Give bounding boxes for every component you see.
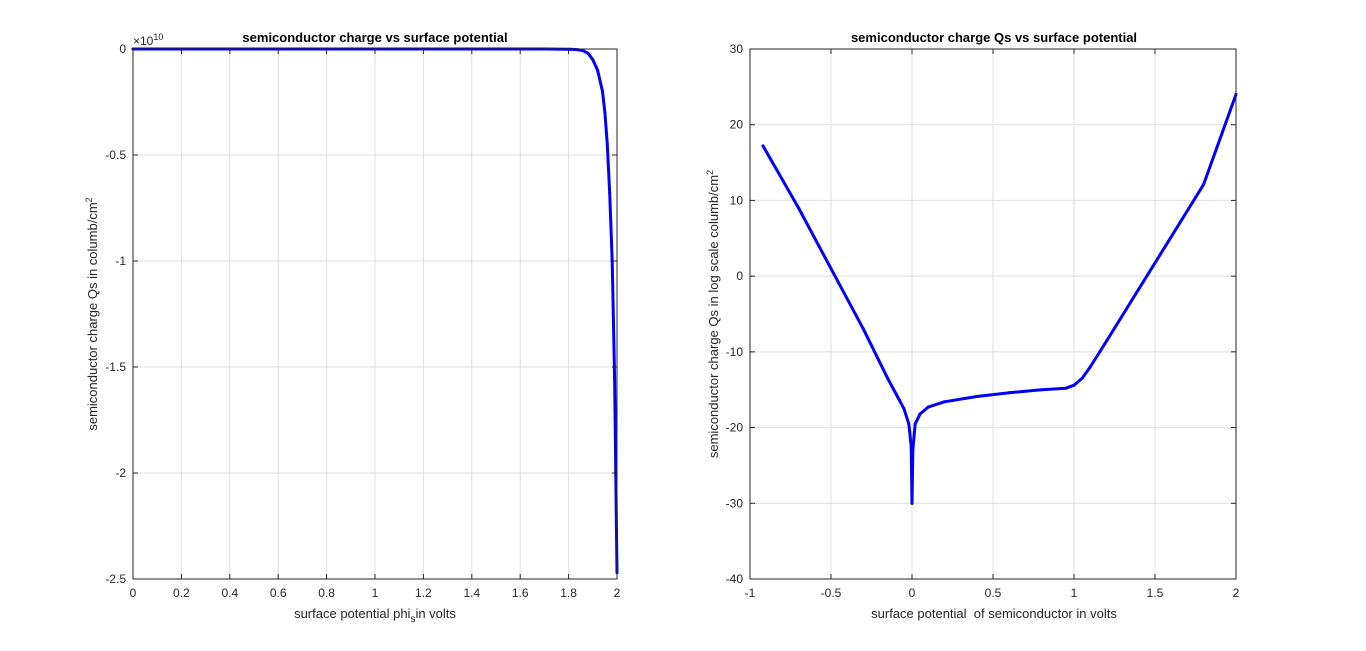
data-point-right bbox=[902, 407, 906, 411]
y-tick-label-left: 0 bbox=[119, 42, 126, 56]
x-tick-label-left: 1.2 bbox=[415, 586, 432, 600]
x-ticks-left: 0 0.2 0.4 0.6 0.8 1 1.2 1.4 1.6 1.8 2 bbox=[130, 49, 621, 600]
y-ticks-right: -40 -30 -20 -10 0 10 20 30 bbox=[726, 42, 1236, 586]
data-point-right bbox=[761, 144, 765, 148]
y-tick-label-right: 10 bbox=[730, 193, 744, 207]
y-tick-label-left: -2 bbox=[115, 466, 126, 480]
chart-right: -1 -0.5 0 0.5 1 1.5 2 -40 -30 -20 -10 0 10 20 30 semi… bbox=[705, 30, 1240, 621]
data-point-right bbox=[1169, 235, 1173, 239]
y-tick-label-left: -0.5 bbox=[105, 148, 126, 162]
chart-title-right: semiconductor charge Qs vs surface poten… bbox=[851, 30, 1137, 45]
data-point-left bbox=[608, 191, 612, 195]
data-point-left bbox=[591, 58, 595, 62]
y-tick-label-right: -20 bbox=[726, 421, 744, 435]
x-tick-label-left: 0.6 bbox=[270, 586, 287, 600]
exponent-value: 10 bbox=[153, 32, 163, 42]
x-tick-label-right: 0 bbox=[909, 586, 916, 600]
x-axis-label-left: surface potential phisin volts bbox=[294, 606, 456, 625]
x-ticks-right: -1 -0.5 0 0.5 1 1.5 2 bbox=[745, 49, 1240, 600]
data-point-right bbox=[886, 376, 890, 380]
data-point-left bbox=[581, 49, 585, 53]
chart-left: 0 0.2 0.4 0.6 0.8 1 1.2 1.4 1.6 1.8 2 -2.5 -2 -1.5 -1… bbox=[84, 30, 621, 625]
y-axis-label-left: semiconductor charge Qs in columb/cm2 bbox=[84, 197, 100, 430]
x-tick-label-left: 1.8 bbox=[560, 586, 577, 600]
x-axis-label-right: surface potential of semiconductor in vo… bbox=[871, 606, 1117, 621]
x-tick-label-left: 0.8 bbox=[318, 586, 335, 600]
y-tick-label-right: -40 bbox=[726, 572, 744, 586]
data-point-right bbox=[1072, 383, 1076, 387]
x-tick-label-right: -1 bbox=[745, 586, 756, 600]
y-tick-label-right: -10 bbox=[726, 345, 744, 359]
y-label-main: semiconductor charge Qs in log scale col… bbox=[706, 175, 721, 458]
x-tick-label-left: 2 bbox=[614, 586, 621, 600]
y-tick-label-right: 0 bbox=[736, 269, 743, 283]
data-point-right bbox=[913, 422, 917, 426]
data-point-right bbox=[911, 448, 915, 452]
data-point-right bbox=[975, 395, 979, 398]
x-tick-label-left: 0.2 bbox=[173, 586, 190, 600]
exponent-label: ×1010 bbox=[133, 32, 163, 48]
x-tick-label-left: 0 bbox=[130, 586, 137, 600]
data-point-right bbox=[910, 501, 914, 505]
data-point-left bbox=[586, 51, 590, 55]
x-tick-label-right: -0.5 bbox=[821, 586, 842, 600]
y-tick-label-right: 20 bbox=[730, 118, 744, 132]
data-point-right bbox=[1088, 365, 1092, 369]
x-tick-label-right: 2 bbox=[1233, 586, 1240, 600]
y-label-sup: 2 bbox=[84, 197, 94, 202]
y-tick-label-right: -30 bbox=[726, 496, 744, 510]
data-point-right bbox=[907, 422, 911, 426]
x-label-sub: s bbox=[410, 614, 415, 625]
y-ticks-left: -2.5 -2 -1.5 -1 -0.5 0 bbox=[105, 42, 617, 586]
x-tick-label-left: 1.6 bbox=[512, 586, 529, 600]
data-point-right bbox=[861, 327, 865, 331]
x-tick-label-left: 1 bbox=[372, 586, 379, 600]
data-point-right bbox=[797, 206, 801, 210]
chart-title-left: semiconductor charge vs surface potentia… bbox=[242, 30, 507, 45]
data-point-right bbox=[1137, 287, 1141, 291]
y-label-main: semiconductor charge Qs in columb/cm bbox=[85, 202, 100, 430]
data-point-right bbox=[918, 412, 922, 416]
y-tick-label-left: -2.5 bbox=[105, 572, 126, 586]
y-tick-label-left: -1 bbox=[115, 254, 126, 268]
data-point-left bbox=[596, 68, 600, 72]
data-point-right bbox=[942, 400, 946, 404]
exponent-base: ×10 bbox=[133, 34, 154, 48]
data-point-right bbox=[1007, 391, 1011, 395]
x-tick-label-left: 1.4 bbox=[463, 586, 480, 600]
x-tick-label-right: 1.5 bbox=[1147, 586, 1164, 600]
data-point-right bbox=[1064, 386, 1068, 390]
data-point-left bbox=[601, 89, 604, 93]
data-point-left bbox=[603, 111, 607, 115]
data-point-left bbox=[605, 142, 609, 146]
series-right bbox=[761, 92, 1238, 505]
x-label-main: surface potential phi bbox=[294, 606, 410, 621]
data-point-right bbox=[1104, 339, 1108, 343]
y-axis-label-right: semiconductor charge Qs in log scale col… bbox=[705, 170, 721, 458]
y-tick-label-right: 30 bbox=[730, 42, 744, 56]
data-point-right bbox=[1040, 388, 1044, 392]
data-point-left bbox=[613, 376, 617, 380]
data-point-right bbox=[1202, 183, 1206, 186]
y-tick-label-left: -1.5 bbox=[105, 360, 126, 374]
x-label-rest: in volts bbox=[415, 606, 456, 621]
data-point-right bbox=[1080, 376, 1084, 380]
data-point-right bbox=[926, 405, 930, 409]
x-tick-label-right: 0.5 bbox=[985, 586, 1002, 600]
y-label-sup: 2 bbox=[705, 170, 715, 175]
data-point-right bbox=[829, 267, 833, 271]
x-tick-label-left: 0.4 bbox=[221, 586, 238, 600]
data-point-right bbox=[894, 392, 898, 395]
x-tick-label-right: 1 bbox=[1071, 586, 1078, 600]
data-point-right bbox=[909, 445, 913, 448]
